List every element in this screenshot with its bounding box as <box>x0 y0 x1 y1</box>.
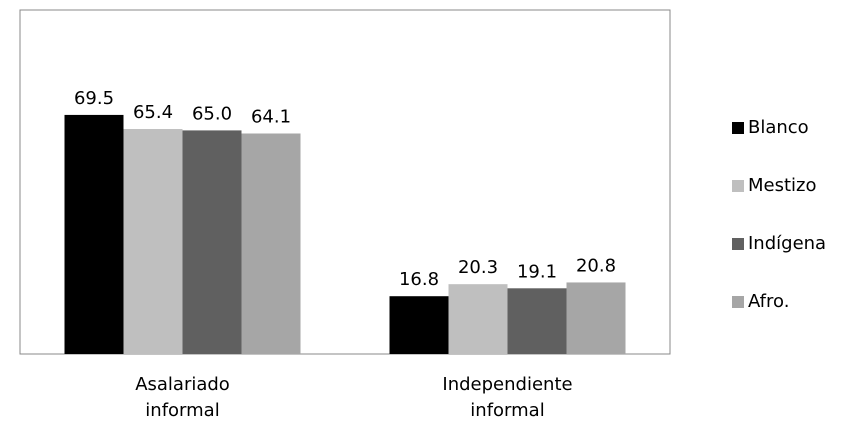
legend-swatch <box>732 238 744 250</box>
legend-swatch <box>732 296 744 308</box>
data-label: 19.1 <box>517 261 557 282</box>
legend-swatch <box>732 180 744 192</box>
bar <box>182 130 242 354</box>
x-tick-label: Independiente informal <box>442 374 573 421</box>
data-label: 69.5 <box>74 88 114 109</box>
bar <box>389 296 449 354</box>
bar <box>241 133 301 354</box>
data-label: 64.1 <box>251 106 291 127</box>
data-label: 65.0 <box>192 103 232 124</box>
legend-swatch <box>732 122 744 134</box>
legend-label: Blanco <box>748 117 809 138</box>
data-label: 16.8 <box>399 269 439 290</box>
legend-label: Mestizo <box>748 175 817 196</box>
bar <box>566 282 626 354</box>
bar <box>448 284 508 354</box>
legend-label: Indígena <box>748 233 826 254</box>
plot-area <box>19 9 671 355</box>
x-tick-label: Asalariado informal <box>135 374 230 421</box>
bar <box>507 288 567 354</box>
data-label: 20.8 <box>576 255 616 276</box>
data-label: 20.3 <box>458 257 498 278</box>
legend-label: Afro. <box>748 291 789 312</box>
bar <box>123 129 183 354</box>
bar <box>64 114 124 354</box>
data-label: 65.4 <box>133 102 173 123</box>
